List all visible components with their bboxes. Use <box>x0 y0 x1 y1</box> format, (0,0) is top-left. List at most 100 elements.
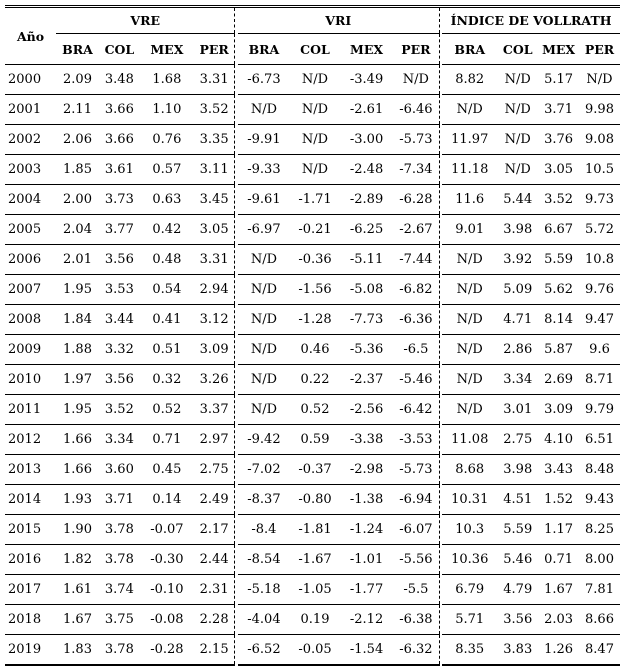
cell-vre-mex: 0.45 <box>139 454 194 485</box>
cell-vre-per: 2.49 <box>193 484 236 515</box>
cell-vre-col: 3.32 <box>98 334 140 365</box>
table-row: 2010 1.97 3.56 0.32 3.26 N/D 0.22 -2.37 -5.46 N/D… <box>5 364 620 395</box>
cell-vre-per: 3.31 <box>193 244 236 275</box>
cell-vre-per: 2.75 <box>193 454 236 485</box>
year-cell: 2007 <box>5 274 57 305</box>
cell-vol-mex: 1.52 <box>538 484 580 515</box>
cell-vri-col: 0.59 <box>289 424 341 455</box>
table-body: 2000 2.09 3.48 1.68 3.31 -6.73 N/D -3.49 N/D 8.82… <box>5 64 620 666</box>
cell-vre-col: 3.48 <box>98 64 140 95</box>
cell-vri-mex: -3.38 <box>340 424 394 455</box>
year-cell: 2000 <box>5 64 57 95</box>
cell-vol-col: 3.98 <box>497 214 539 245</box>
year-cell: 2005 <box>5 214 57 245</box>
cell-vri-per: -6.36 <box>393 304 440 335</box>
cell-vre-mex: -0.28 <box>139 634 194 666</box>
cell-vre-per: 3.09 <box>193 334 236 365</box>
cell-vre-per: 3.35 <box>193 124 236 155</box>
cell-vre-per: 2.17 <box>193 514 236 545</box>
cell-vol-col: 3.01 <box>497 394 539 425</box>
cell-vri-per: -5.73 <box>393 454 440 485</box>
cell-vre-bra: 2.04 <box>56 214 99 245</box>
year-cell: 2016 <box>5 544 57 575</box>
cell-vre-mex: 0.52 <box>139 394 194 425</box>
cell-vri-per: -5.5 <box>393 574 440 605</box>
year-cell: 2015 <box>5 514 57 545</box>
cell-vol-mex: 4.10 <box>538 424 580 455</box>
cell-vol-bra: 11.6 <box>442 184 498 215</box>
group-header-vri: VRI <box>237 5 440 34</box>
cell-vol-mex: 3.76 <box>538 124 580 155</box>
table-row: 2008 1.84 3.44 0.41 3.12 N/D -1.28 -7.73 -6.36 N/… <box>5 304 620 335</box>
cell-vol-per: 9.6 <box>579 334 620 365</box>
cell-vre-bra: 1.90 <box>56 514 99 545</box>
cell-vri-mex: -7.73 <box>340 304 394 335</box>
table-row: 2016 1.82 3.78 -0.30 2.44 -8.54 -1.67 -1.01 -5.5… <box>5 544 620 575</box>
cell-vri-bra: -8.37 <box>237 484 290 515</box>
cell-vri-col: 0.52 <box>289 394 341 425</box>
cell-vri-bra: N/D <box>237 274 290 305</box>
cell-vre-per: 3.45 <box>193 184 236 215</box>
cell-vol-bra: 11.97 <box>442 124 498 155</box>
cell-vre-per: 3.26 <box>193 364 236 395</box>
year-cell: 2011 <box>5 394 57 425</box>
cell-vre-bra: 1.95 <box>56 274 99 305</box>
cell-vol-col: N/D <box>497 64 539 95</box>
cell-vol-col: 4.79 <box>497 574 539 605</box>
cell-vri-bra: N/D <box>237 94 290 125</box>
column-header-vol-col: COL <box>497 33 539 65</box>
cell-vre-bra: 1.66 <box>56 424 99 455</box>
cell-vre-col: 3.77 <box>98 214 140 245</box>
cell-vri-per: -6.38 <box>393 604 440 635</box>
cell-vri-mex: -5.36 <box>340 334 394 365</box>
table-row: 2007 1.95 3.53 0.54 2.94 N/D -1.56 -5.08 -6.82 N/… <box>5 274 620 305</box>
cell-vri-mex: -5.08 <box>340 274 394 305</box>
cell-vri-mex: -2.37 <box>340 364 394 395</box>
cell-vri-col: -1.81 <box>289 514 341 545</box>
cell-vri-bra: N/D <box>237 394 290 425</box>
cell-vol-bra: N/D <box>442 274 498 305</box>
cell-vol-col: N/D <box>497 154 539 185</box>
cell-vol-mex: 3.52 <box>538 184 580 215</box>
group-header-vollrath: ÍNDICE DE VOLLRATH <box>442 5 620 34</box>
cell-vre-col: 3.56 <box>98 364 140 395</box>
cell-vri-mex: -2.89 <box>340 184 394 215</box>
cell-vol-mex: 3.05 <box>538 154 580 185</box>
cell-vre-mex: -0.07 <box>139 514 194 545</box>
cell-vol-bra: N/D <box>442 364 498 395</box>
column-header-vre-per: PER <box>193 33 236 65</box>
cell-vre-bra: 2.06 <box>56 124 99 155</box>
cell-vol-bra: 8.68 <box>442 454 498 485</box>
cell-vri-bra: -7.02 <box>237 454 290 485</box>
cell-vol-per: 10.5 <box>579 154 620 185</box>
year-cell: 2001 <box>5 94 57 125</box>
cell-vri-col: -0.05 <box>289 634 341 666</box>
cell-vri-bra: N/D <box>237 304 290 335</box>
cell-vol-per: 9.79 <box>579 394 620 425</box>
year-cell: 2004 <box>5 184 57 215</box>
cell-vol-bra: N/D <box>442 394 498 425</box>
cell-vre-bra: 2.01 <box>56 244 99 275</box>
cell-vol-col: 5.09 <box>497 274 539 305</box>
cell-vre-mex: 0.14 <box>139 484 194 515</box>
cell-vri-col: N/D <box>289 154 341 185</box>
cell-vol-bra: 10.3 <box>442 514 498 545</box>
cell-vri-per: -6.46 <box>393 94 440 125</box>
table-row: 2005 2.04 3.77 0.42 3.05 -6.97 -0.21 -6.25 -2.67… <box>5 214 620 245</box>
cell-vre-mex: 0.48 <box>139 244 194 275</box>
cell-vre-mex: 0.32 <box>139 364 194 395</box>
cell-vre-col: 3.73 <box>98 184 140 215</box>
cell-vol-bra: 6.79 <box>442 574 498 605</box>
cell-vre-col: 3.61 <box>98 154 140 185</box>
year-cell: 2013 <box>5 454 57 485</box>
cell-vri-per: N/D <box>393 64 440 95</box>
cell-vol-per: 8.48 <box>579 454 620 485</box>
cell-vol-per: 9.76 <box>579 274 620 305</box>
cell-vri-bra: N/D <box>237 364 290 395</box>
cell-vre-col: 3.60 <box>98 454 140 485</box>
cell-vre-col: 3.52 <box>98 394 140 425</box>
cell-vol-bra: N/D <box>442 94 498 125</box>
cell-vol-bra: 5.71 <box>442 604 498 635</box>
table-row: 2001 2.11 3.66 1.10 3.52 N/D N/D -2.61 -6.46 N/D N… <box>5 94 620 125</box>
cell-vol-bra: 11.08 <box>442 424 498 455</box>
